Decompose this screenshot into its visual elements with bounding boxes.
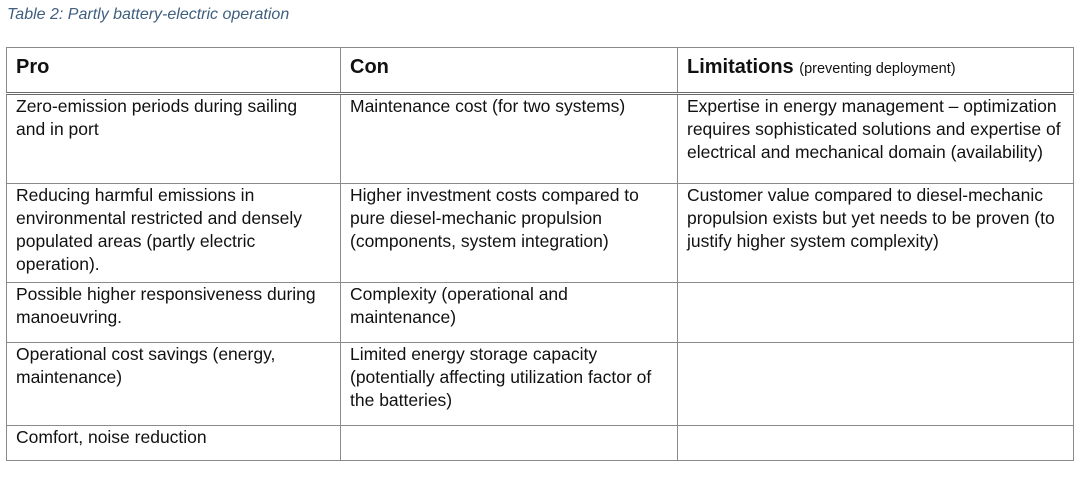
con-cell: Limited energy storage capacity (potenti… xyxy=(340,342,678,426)
header-limitations-label: Limitations xyxy=(687,56,794,78)
header-pro: Pro xyxy=(6,47,341,95)
con-cell xyxy=(340,425,678,461)
pro-cell: Possible higher responsiveness during ma… xyxy=(6,282,341,343)
limitation-cell: Expertise in energy management – optimiz… xyxy=(677,93,1074,184)
header-limitations: Limitations (preventing deployment) xyxy=(677,47,1074,95)
con-cell: Complexity (operational and maintenance) xyxy=(340,282,678,343)
table-header-row: Pro Con Limitations (preventing deployme… xyxy=(6,47,1074,95)
con-cell: Higher investment costs compared to pure… xyxy=(340,183,678,283)
table-row: Possible higher responsiveness during ma… xyxy=(6,282,1074,343)
pro-cell: Reducing harmful emissions in environmen… xyxy=(6,183,341,283)
con-cell: Maintenance cost (for two systems) xyxy=(340,93,678,184)
table-row: Comfort, noise reduction xyxy=(6,425,1074,461)
limitation-cell xyxy=(677,342,1074,426)
limitation-cell: Customer value compared to diesel-mechan… xyxy=(677,183,1074,283)
table-caption: Table 2: Partly battery-electric operati… xyxy=(7,6,290,23)
table-row: Operational cost savings (energy, mainte… xyxy=(6,342,1074,426)
table-row: Reducing harmful emissions in environmen… xyxy=(6,183,1074,283)
pro-cell: Comfort, noise reduction xyxy=(6,425,341,461)
pro-cell: Zero-emission periods during sailing and… xyxy=(6,93,341,184)
limitation-cell xyxy=(677,282,1074,343)
pro-con-table: Pro Con Limitations (preventing deployme… xyxy=(6,47,1074,461)
pro-cell: Operational cost savings (energy, mainte… xyxy=(6,342,341,426)
table-row: Zero-emission periods during sailing and… xyxy=(6,93,1074,184)
limitation-cell xyxy=(677,425,1074,461)
header-limitations-note: (preventing deployment) xyxy=(799,61,956,77)
header-con: Con xyxy=(340,47,678,95)
